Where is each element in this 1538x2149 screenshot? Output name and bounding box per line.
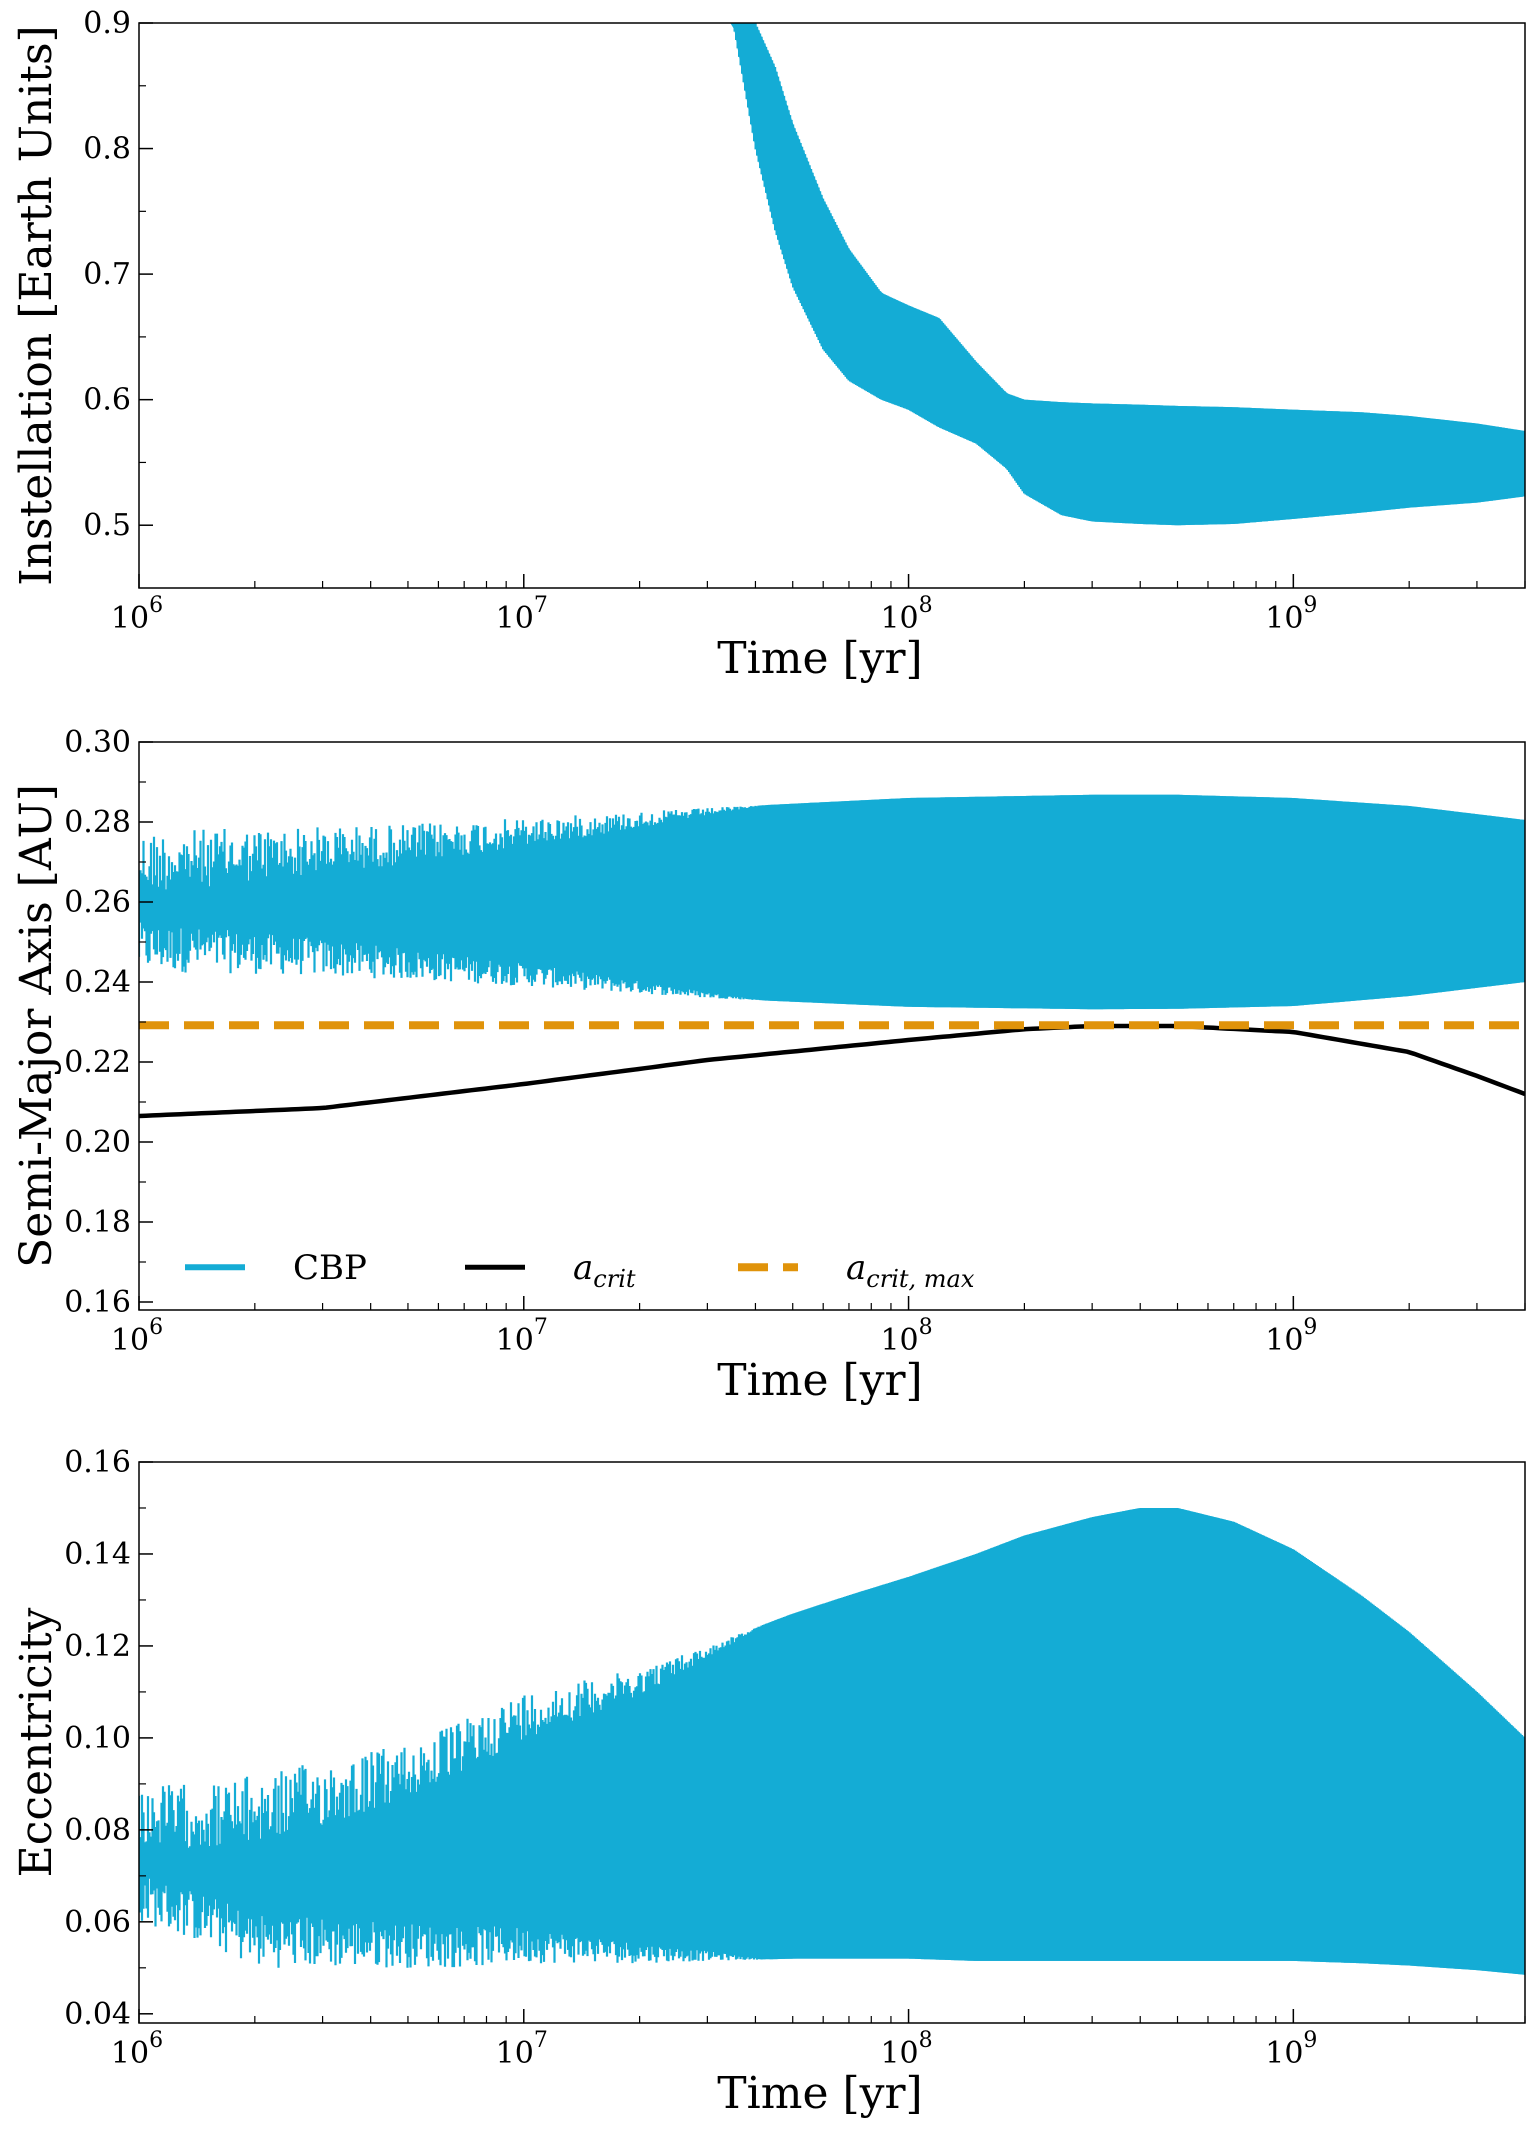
y-tick-label: 0.16: [64, 1445, 131, 1480]
x-tick-base: 10: [496, 2036, 534, 2071]
x-tick-label: 106: [111, 1315, 163, 1358]
plot-area: [139, 1508, 1525, 1975]
y-tick-label: 0.28: [64, 805, 131, 840]
x-tick-base: 10: [1265, 1323, 1303, 1358]
x-tick-label: 106: [111, 2028, 163, 2071]
legend: CBP acrit acrit, max: [185, 1248, 975, 1293]
y-tick-label: 0.24: [64, 965, 131, 1000]
y-tick-label: 0.10: [64, 1721, 131, 1756]
x-tick-exponent: 7: [534, 2028, 548, 2053]
y-tick-label: 0.20: [64, 1125, 131, 1160]
x-tick-label: 106: [111, 593, 163, 636]
x-tick-exponent: 7: [534, 1315, 548, 1340]
legend-label-name: CBP: [293, 1248, 367, 1288]
plot-frame: [138, 1461, 1526, 2024]
x-tick-exponent: 7: [534, 593, 548, 618]
y-axis-label: Semi-Major Axis [AU]: [11, 784, 62, 1268]
x-tick-base: 10: [111, 601, 149, 636]
x-axis-label: Time [yr]: [717, 633, 922, 684]
x-tick-base: 10: [880, 1323, 918, 1358]
x-tick-exponent: 8: [919, 2028, 933, 2053]
series-a-crit-line: [139, 1023, 1525, 1119]
y-tick-label: 0.30: [64, 725, 131, 760]
plot-area: [718, 23, 1525, 526]
x-tick-base: 10: [880, 2036, 918, 2071]
x-tick-label: 107: [496, 2028, 548, 2071]
legend-label-base: a: [573, 1248, 593, 1288]
x-tick-exponent: 8: [919, 593, 933, 618]
y-tick-label: 0.06: [64, 1905, 131, 1940]
x-tick-exponent: 8: [919, 1315, 933, 1340]
y-tick-label: 0.12: [64, 1629, 131, 1664]
plot-frame: [138, 22, 1526, 589]
series-cbp-area: [718, 23, 1525, 526]
series-cbp-area: [769, 1508, 1525, 1975]
x-tick-base: 10: [880, 601, 918, 636]
x-tick-exponent: 6: [149, 2028, 163, 2053]
y-tick-label: 0.14: [64, 1537, 131, 1572]
x-tick-exponent: 9: [1303, 2028, 1317, 2053]
x-axis-label: Time [yr]: [717, 1355, 922, 1406]
legend-label-base: a: [846, 1248, 866, 1288]
x-tick-base: 10: [496, 601, 534, 636]
y-tick-label: 0.26: [64, 885, 131, 920]
x-tick-exponent: 6: [149, 593, 163, 618]
x-tick-base: 10: [111, 2036, 149, 2071]
y-axis-label: Eccentricity: [11, 1607, 62, 1877]
y-axis-label: Instellation [Earth Units]: [11, 25, 62, 585]
legend-label-a-crit-max: acrit, max: [846, 1248, 975, 1293]
legend-label-subscript: crit: [593, 1265, 636, 1293]
y-tick-label: 0.18: [64, 1205, 131, 1240]
series-cbp-area: [769, 794, 1525, 1010]
legend-label-a-crit: acrit: [573, 1248, 636, 1293]
y-tick-label: 0.5: [83, 508, 131, 543]
x-axis-label: Time [yr]: [717, 2068, 922, 2119]
y-tick-label: 0.8: [83, 132, 131, 167]
x-tick-label: 109: [1265, 2028, 1317, 2071]
plot-area: [139, 794, 1525, 1119]
y-tick-label: 0.9: [83, 6, 131, 41]
y-tick-label: 0.7: [83, 257, 131, 292]
y-tick-label: 0.04: [64, 1997, 131, 2032]
x-tick-label: 109: [1265, 593, 1317, 636]
x-tick-exponent: 6: [149, 1315, 163, 1340]
x-tick-exponent: 9: [1303, 593, 1317, 618]
x-tick-label: 108: [880, 1315, 932, 1358]
y-tick-label: 0.08: [64, 1813, 131, 1848]
x-tick-exponent: 9: [1303, 1315, 1317, 1340]
y-tick-label: 0.6: [83, 383, 131, 418]
x-tick-label: 108: [880, 2028, 932, 2071]
y-tick-label: 0.22: [64, 1045, 131, 1080]
legend-label-cbp: CBP: [293, 1248, 367, 1288]
x-tick-base: 10: [496, 1323, 534, 1358]
x-tick-label: 107: [496, 593, 548, 636]
plot-frame: [138, 741, 1526, 1311]
x-tick-base: 10: [111, 1323, 149, 1358]
x-tick-label: 107: [496, 1315, 548, 1358]
x-tick-base: 10: [1265, 601, 1303, 636]
y-tick-label: 0.16: [64, 1285, 131, 1320]
legend-label-subscript: crit, max: [866, 1265, 975, 1293]
x-tick-base: 10: [1265, 2036, 1303, 2071]
x-tick-label: 108: [880, 593, 932, 636]
x-tick-label: 109: [1265, 1315, 1317, 1358]
